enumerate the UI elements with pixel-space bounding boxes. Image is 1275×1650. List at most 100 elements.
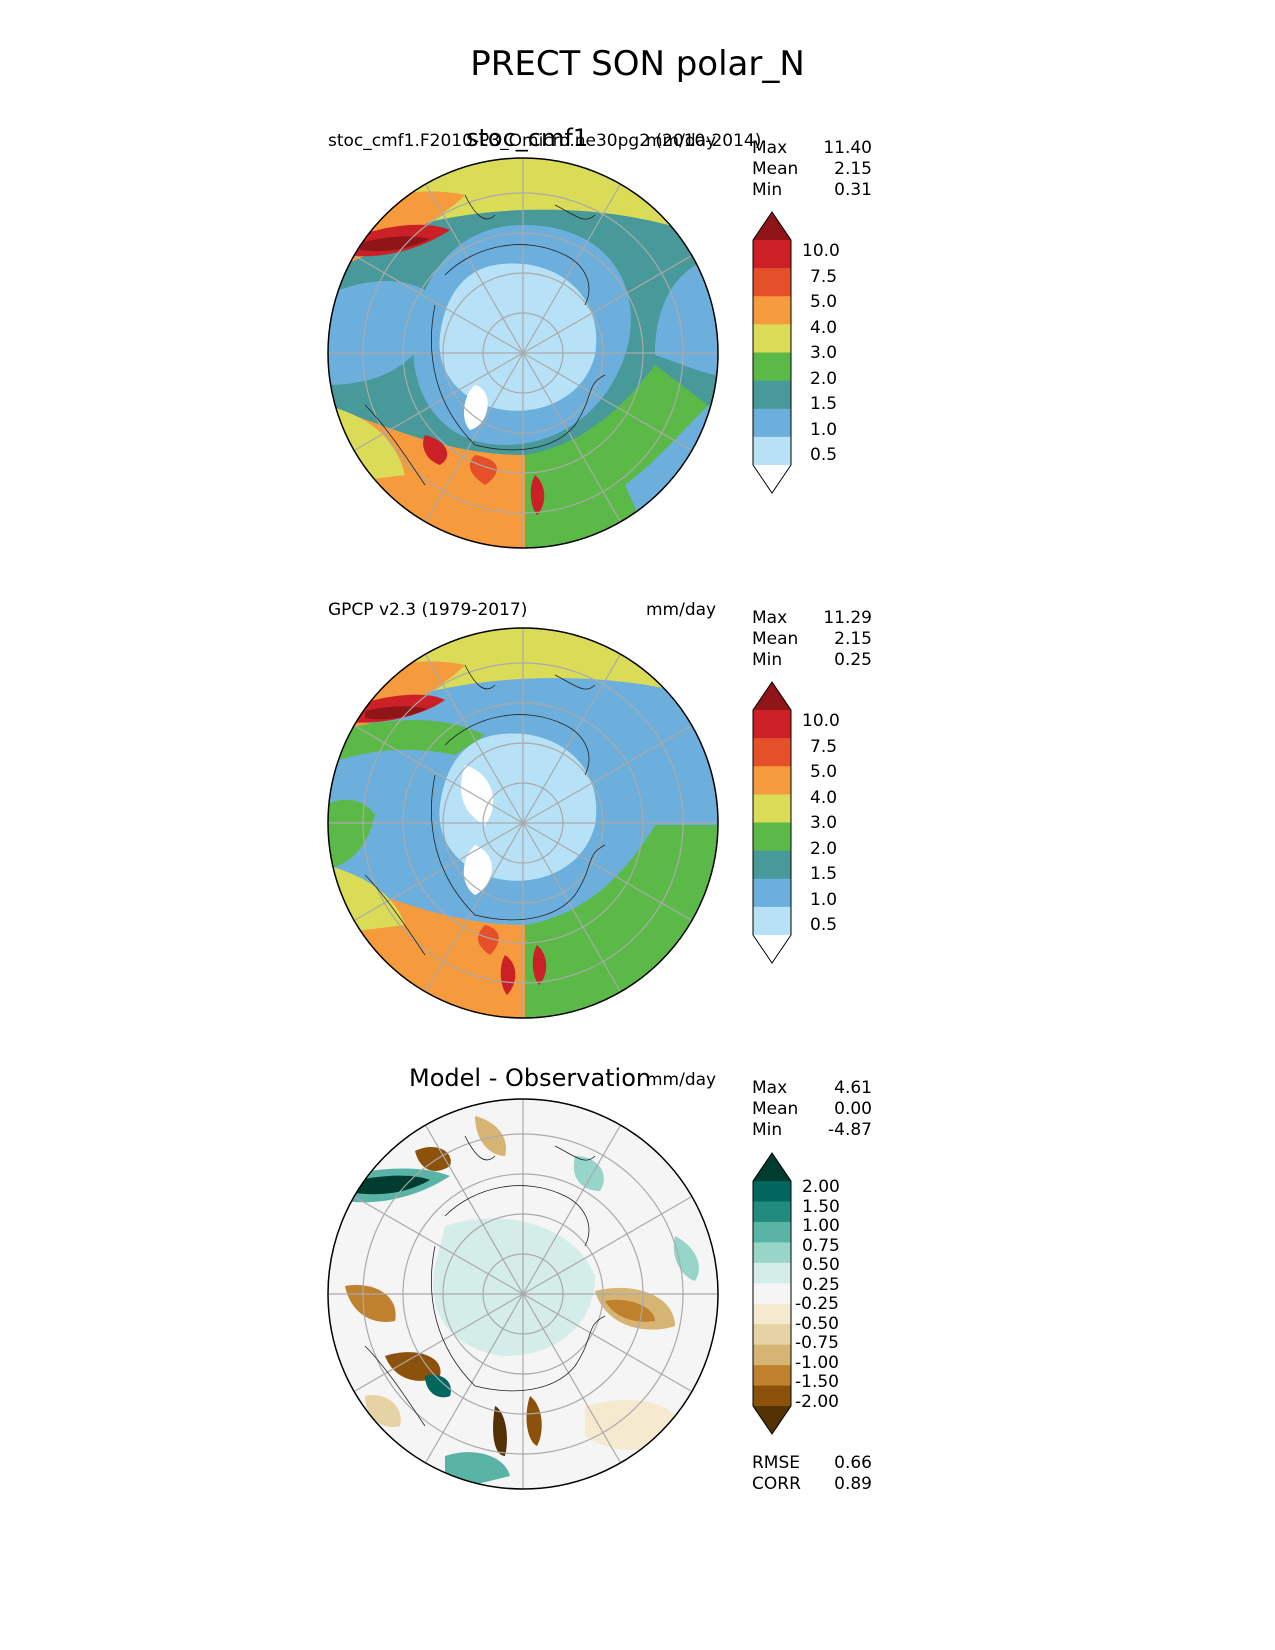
colorbar-tick: 1.5 <box>810 864 838 884</box>
colorbar-tick: 1.0 <box>810 420 838 440</box>
colorbar-segment <box>753 1201 791 1223</box>
colorbar-segment <box>753 380 791 410</box>
stat-rmse-value: 0.66 <box>834 1453 872 1473</box>
colorbar-tick: -1.00 <box>795 1353 839 1373</box>
stat-max-label: Max <box>752 1078 788 1098</box>
colorbar-tick: 4.0 <box>810 318 838 338</box>
stat-mean-label: Mean <box>752 629 799 649</box>
stat-min-label: Min <box>752 650 783 670</box>
colorbar-tick: -0.75 <box>795 1333 839 1353</box>
colorbar-tick: 0.75 <box>802 1236 840 1256</box>
stat-min-label: Min <box>752 1120 783 1140</box>
stat-rmse-label: RMSE <box>752 1453 801 1473</box>
dataset-label: GPCP v2.3 (1979-2017) <box>328 600 528 620</box>
colorbar-extend-min <box>753 935 791 963</box>
stat-min-value: 0.31 <box>834 180 872 200</box>
colorbar-segment <box>753 1242 791 1264</box>
stat-corr-value: 0.89 <box>834 1474 872 1494</box>
colorbar-tick: 0.5 <box>810 445 838 465</box>
stat-max-value: 11.40 <box>823 138 872 158</box>
colorbar-segment <box>753 352 791 382</box>
polar-map-ref <box>327 627 719 1019</box>
colorbar-segment <box>753 794 791 823</box>
colorbar-segment <box>753 766 791 795</box>
panel-title: stoc_cmf1 <box>466 124 589 152</box>
panel-title: Model - Observation <box>409 1064 652 1092</box>
colorbar-test <box>752 211 792 494</box>
colorbar-tick: 5.0 <box>810 292 838 312</box>
colorbar-extend-max <box>753 682 791 710</box>
colorbar-extend-max <box>753 1153 791 1181</box>
colorbar-tick: 1.5 <box>810 394 838 414</box>
colorbar-tick: 1.50 <box>802 1197 840 1217</box>
stat-max-value: 4.61 <box>834 1078 872 1098</box>
colorbar-segment <box>753 1221 791 1243</box>
colorbar-tick: 3.0 <box>810 343 838 363</box>
colorbar-outline <box>752 681 792 964</box>
colorbar-segment <box>753 296 791 325</box>
colorbar-segment <box>753 710 791 739</box>
stat-mean-value: 2.15 <box>834 629 872 649</box>
colorbar-segment <box>753 1344 791 1366</box>
units-label: mm/day <box>646 1070 717 1090</box>
colorbar-tick: 1.00 <box>802 1216 840 1236</box>
polar-map-diff <box>327 1098 719 1490</box>
colorbar-segment <box>753 436 791 466</box>
stat-mean-value: 2.15 <box>834 159 872 179</box>
colorbar-tick: 3.0 <box>810 813 838 833</box>
colorbar-segment <box>753 822 791 852</box>
colorbar-tick: 2.0 <box>810 839 838 859</box>
colorbar-tick: 7.5 <box>810 267 838 287</box>
colorbar-tick: -2.00 <box>795 1392 839 1412</box>
units-label: mm/day <box>646 600 717 620</box>
colorbar-outline <box>752 211 792 494</box>
colorbar-diff <box>752 1152 792 1435</box>
colorbar-tick: -0.25 <box>795 1294 839 1314</box>
polar-map-test <box>327 157 719 549</box>
colorbar-extend-min <box>753 465 791 493</box>
colorbar-tick: 2.0 <box>810 369 838 389</box>
stat-max-label: Max <box>752 138 788 158</box>
colorbar-segment <box>753 240 791 269</box>
stat-min-label: Min <box>752 180 783 200</box>
colorbar-segment <box>753 878 791 908</box>
colorbar-tick: 4.0 <box>810 788 838 808</box>
colorbar-tick: 7.5 <box>810 737 838 757</box>
stat-corr-label: CORR <box>752 1474 801 1494</box>
stat-max-label: Max <box>752 608 788 628</box>
dataset-label: stoc_cmf1.F2010-P3_Omicro.ne30pg2 (2010-… <box>328 131 762 151</box>
colorbar-tick: 2.00 <box>802 1177 840 1197</box>
colorbar-tick: 1.0 <box>810 890 838 910</box>
colorbar-segment <box>753 738 791 767</box>
colorbar-segment <box>753 324 791 353</box>
colorbar-segment <box>753 1324 791 1346</box>
colorbar-segment <box>753 1385 791 1407</box>
colorbar-extend-min <box>753 1406 791 1434</box>
stat-min-value: -4.87 <box>828 1120 872 1140</box>
colorbar-segment <box>753 1262 791 1284</box>
stat-min-value: 0.25 <box>834 650 872 670</box>
stat-max-value: 11.29 <box>823 608 872 628</box>
colorbar-tick: -0.50 <box>795 1314 839 1334</box>
colorbar-segment <box>753 1365 791 1387</box>
colorbar-segment <box>753 408 791 438</box>
colorbar-ref <box>752 681 792 964</box>
colorbar-outline <box>752 1152 792 1435</box>
colorbar-tick: 0.50 <box>802 1255 840 1275</box>
colorbar-tick: 10.0 <box>802 711 840 731</box>
colorbar-tick: 5.0 <box>810 762 838 782</box>
colorbar-segment <box>753 906 791 936</box>
colorbar-tick: -1.50 <box>795 1372 839 1392</box>
units-label: mm/day <box>646 131 717 151</box>
stat-mean-label: Mean <box>752 159 799 179</box>
colorbar-tick: 10.0 <box>802 241 840 261</box>
colorbar-segment <box>753 268 791 297</box>
stat-mean-label: Mean <box>752 1099 799 1119</box>
colorbar-segment <box>753 1303 791 1325</box>
colorbar-extend-max <box>753 212 791 240</box>
figure-title: PRECT SON polar_N <box>470 44 805 84</box>
colorbar-tick: 0.25 <box>802 1275 840 1295</box>
colorbar-segment <box>753 1283 791 1305</box>
colorbar-segment <box>753 1181 791 1202</box>
stat-mean-value: 0.00 <box>834 1099 872 1119</box>
